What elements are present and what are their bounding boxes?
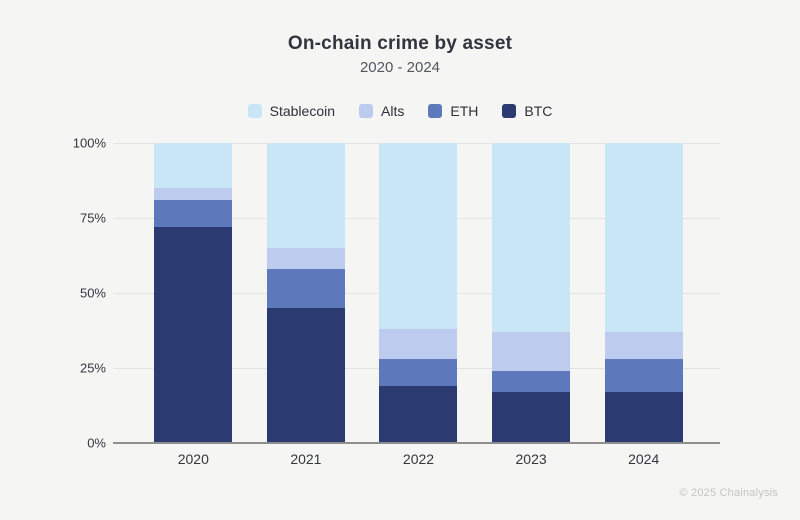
bar-segment-2021-btc [266, 308, 345, 443]
bar-segment-2024-eth [604, 359, 683, 392]
legend-swatch-stablecoin [247, 104, 262, 118]
y-tick-label-0: 0% [87, 435, 106, 451]
stacked-bar-2023 [492, 143, 571, 443]
legend-item-stablecoin: Stablecoin [247, 103, 336, 119]
legend-item-alts: Alts [359, 103, 404, 119]
bar-segment-2022-stablecoin [379, 143, 458, 329]
stacked-bar-2024 [604, 143, 683, 443]
legend-swatch-btc [502, 104, 517, 118]
legend-item-btc: BTC [502, 103, 552, 119]
legend-label: BTC [524, 103, 553, 119]
legend-label: ETH [450, 103, 479, 119]
y-tick-label-50: 50% [79, 285, 106, 301]
bar-segment-2021-eth [266, 269, 345, 308]
legend-label: Alts [381, 103, 405, 119]
bar-slot-2024 [587, 143, 700, 443]
bar-slot-2021 [250, 143, 363, 443]
y-tick-label-100: 100% [72, 135, 106, 151]
bar-segment-2023-btc [492, 392, 571, 443]
bar-segment-2024-alts [604, 332, 683, 359]
x-tick-label-2021: 2021 [290, 451, 322, 467]
bar-segment-2024-btc [604, 392, 683, 443]
x-tick-label-2020: 2020 [177, 451, 209, 467]
chart-title: On-chain crime by asset [287, 33, 513, 54]
x-tick-label-2023: 2023 [515, 451, 547, 467]
chart-legend: Stablecoin Alts ETH BTC [0, 103, 800, 119]
y-tick-label-75: 75% [79, 210, 106, 226]
x-axis-labels: 2020 2021 2022 2023 2024 [137, 451, 700, 469]
x-tick-label-2022: 2022 [402, 451, 435, 467]
bar-segment-2020-stablecoin [154, 143, 233, 188]
legend-swatch-alts [359, 104, 374, 118]
legend-item-eth: ETH [428, 103, 478, 119]
bar-segment-2022-eth [379, 359, 458, 386]
stacked-bar-2021 [266, 143, 345, 443]
legend-label: Stablecoin [269, 103, 336, 119]
bar-segment-2022-alts [379, 329, 458, 359]
bar-segment-2024-stablecoin [604, 143, 683, 332]
stacked-bar-2020 [154, 143, 233, 443]
bar-segment-2020-alts [154, 188, 233, 200]
x-tick-label-2024: 2024 [628, 451, 660, 467]
bar-slot-2020 [137, 143, 250, 443]
bar-segment-2020-eth [154, 200, 233, 227]
bar-segment-2020-btc [154, 227, 233, 443]
x-axis-line [113, 442, 720, 444]
bar-slot-2023 [475, 143, 588, 443]
chart-subtitle: 2020 - 2024 [359, 59, 441, 76]
bar-segment-2022-btc [379, 386, 458, 443]
bar-segment-2023-stablecoin [492, 143, 571, 332]
bars-row [137, 143, 700, 443]
plot-area: 0% 25% 50% 75% 100% 2020 2021 2022 2023 2024 [73, 136, 720, 467]
bar-segment-2023-eth [492, 371, 571, 392]
bar-segment-2021-stablecoin [266, 143, 345, 248]
bar-segment-2021-alts [266, 248, 345, 269]
bar-slot-2022 [362, 143, 475, 443]
legend-swatch-eth [428, 104, 443, 118]
y-tick-label-25: 25% [79, 360, 106, 376]
copyright-credit: © 2025 Chainalysis [679, 487, 778, 499]
bar-segment-2023-alts [492, 332, 571, 371]
stacked-bar-2022 [379, 143, 458, 443]
